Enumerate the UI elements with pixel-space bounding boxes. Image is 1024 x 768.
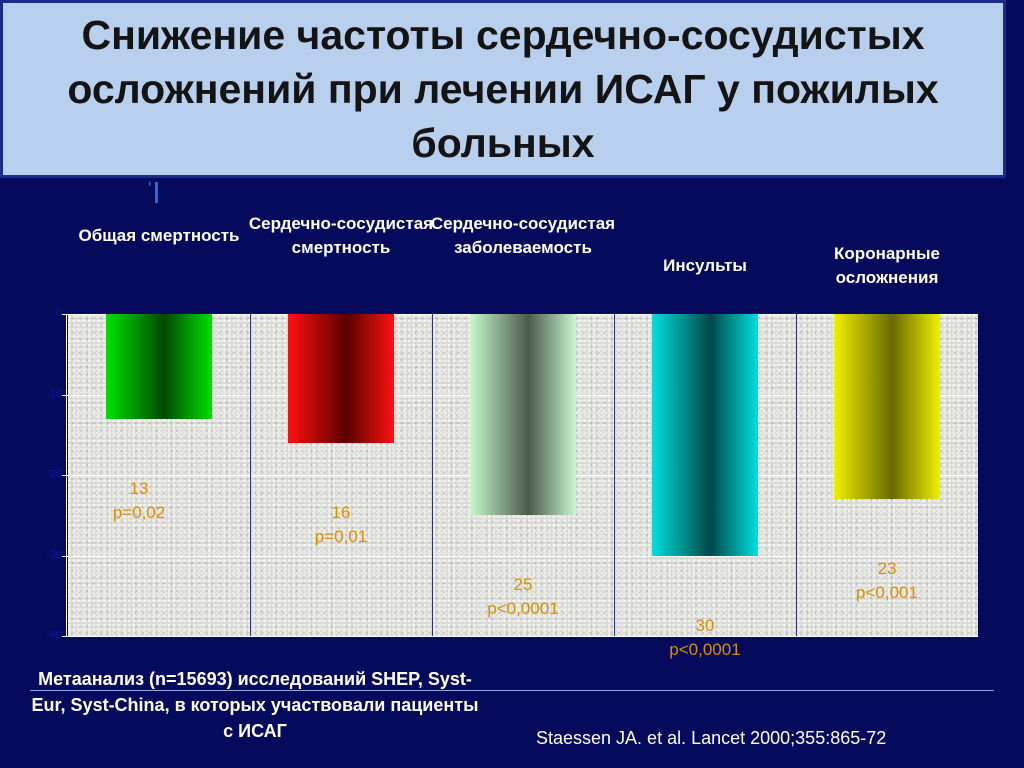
value-label: 30 <box>695 615 715 635</box>
citation: Staessen JA. et al. Lancet 2000;355:865-… <box>536 728 887 748</box>
category-separator <box>432 314 433 636</box>
category-separator <box>796 314 797 636</box>
value-label: 16 <box>331 502 351 522</box>
bar <box>288 314 394 443</box>
y-tick <box>62 394 68 396</box>
category-label: Инсульты <box>663 256 747 275</box>
bar <box>470 314 576 516</box>
p-value-label: p<0,0001 <box>669 639 741 659</box>
value-label: 23 <box>877 559 897 579</box>
p-value-label: p=0,02 <box>112 502 166 522</box>
gridline <box>68 636 978 637</box>
y-tick <box>62 636 68 637</box>
y-tick-label: -10 <box>46 387 62 400</box>
p-value-label: p=0,01 <box>314 526 368 546</box>
divider-line <box>30 690 994 691</box>
data-label: 25 p<0,0001 <box>448 573 598 621</box>
y-tick-label: -40 <box>46 629 62 641</box>
p-value-label: p<0,0001 <box>487 599 559 619</box>
y-tick <box>62 555 68 557</box>
chart-plot-area <box>68 314 978 637</box>
category-separator <box>250 314 251 636</box>
gridline <box>68 555 978 557</box>
y-tick <box>62 475 68 476</box>
bar <box>652 314 758 556</box>
meta-analysis-note: Метаанализ (n=15693) исследований SHEP, … <box>31 669 479 741</box>
data-label: 16 p=0,01 <box>266 501 416 549</box>
data-label: 23 p<0,001 <box>812 557 962 605</box>
value-label: 13 <box>129 478 149 498</box>
decor-mark: ˈ| <box>146 178 160 203</box>
y-tick <box>62 314 68 315</box>
bar <box>106 314 212 419</box>
y-tick-label: -30 <box>46 548 62 561</box>
data-label: 13 p=0,02 <box>64 477 214 525</box>
category-label: Коронарные осложнения <box>834 244 940 287</box>
category-label: Общая смертность <box>78 226 240 245</box>
category-label: Сердечно-сосудистая заболеваемость <box>430 214 616 257</box>
y-tick-label: -20 <box>46 468 62 480</box>
bar <box>834 314 940 500</box>
p-value-label: p<0,001 <box>856 583 918 603</box>
page-title: Снижение частоты сердечно-сосудистых осл… <box>67 12 939 166</box>
value-label: 25 <box>513 575 533 595</box>
y-tick-label: 0 <box>55 307 62 319</box>
category-separator <box>614 314 615 636</box>
title-panel: Снижение частоты сердечно-сосудистых осл… <box>0 0 1006 178</box>
category-label: Сердечно-сосудистая смертность <box>248 214 434 257</box>
data-label: 30 p<0,0001 <box>630 614 780 662</box>
